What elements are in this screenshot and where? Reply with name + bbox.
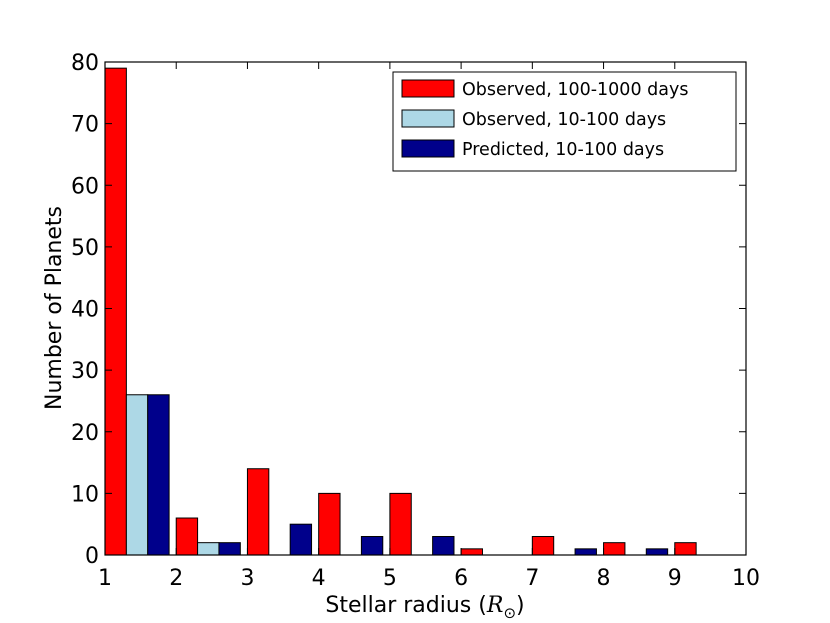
- bar: [603, 542, 626, 556]
- bar: [246, 468, 270, 556]
- x-axis-ticks: 1 2 3 4 5 6 7 8 9 10: [98, 62, 760, 591]
- x-tick-label: 4: [312, 566, 326, 591]
- bar: [318, 492, 341, 556]
- x-tick-label: 9: [668, 566, 682, 591]
- x-tick-label: 1: [98, 566, 112, 591]
- legend-label: Observed, 100-1000 days: [462, 80, 688, 100]
- y-tick-label: 40: [71, 298, 99, 323]
- y-tick-label: 60: [71, 174, 99, 199]
- y-tick-label: 80: [71, 51, 99, 76]
- y-axis-label: Number of Planets: [42, 206, 67, 410]
- legend-label: Observed, 10-100 days: [462, 110, 666, 130]
- y-axis-ticks: 0 10 20 30 40 50 60 70 80: [71, 51, 746, 569]
- plot-frame: [104, 61, 747, 556]
- bar: [674, 542, 697, 556]
- x-axis-label: Stellar radius (R⊙): [325, 593, 524, 622]
- legend-label: Predicted, 10-100 days: [462, 140, 664, 160]
- legend-swatch: [401, 139, 455, 158]
- bar: [289, 523, 313, 556]
- bar: [574, 548, 597, 556]
- bar: [125, 394, 149, 556]
- bar: [460, 548, 483, 556]
- x-tick-label: 6: [454, 566, 468, 591]
- legend: Observed, 100-1000 days Observed, 10-100 …: [392, 71, 737, 172]
- bar: [218, 542, 241, 556]
- y-tick-label: 50: [71, 236, 99, 261]
- x-tick-label: 7: [525, 566, 539, 591]
- bar: [531, 536, 555, 556]
- y-tick-label: 0: [85, 544, 99, 569]
- bar: [175, 517, 199, 556]
- y-tick-label: 10: [71, 482, 99, 507]
- bar: [147, 394, 170, 556]
- legend-swatch: [401, 79, 455, 98]
- x-tick-label: 8: [597, 566, 611, 591]
- bars: [104, 67, 697, 556]
- x-tick-label: 10: [732, 566, 760, 591]
- y-tick-label: 30: [71, 359, 99, 384]
- x-tick-label: 5: [383, 566, 397, 591]
- x-tick-label: 2: [169, 566, 183, 591]
- x-tick-label: 3: [240, 566, 254, 591]
- bar: [645, 548, 669, 556]
- bar: [432, 536, 455, 556]
- bar: [360, 536, 384, 556]
- bar: [197, 542, 220, 556]
- bar: [389, 492, 412, 556]
- legend-swatch: [401, 109, 455, 128]
- y-tick-label: 70: [71, 113, 99, 138]
- y-tick-label: 20: [71, 421, 99, 446]
- bar: [104, 67, 127, 556]
